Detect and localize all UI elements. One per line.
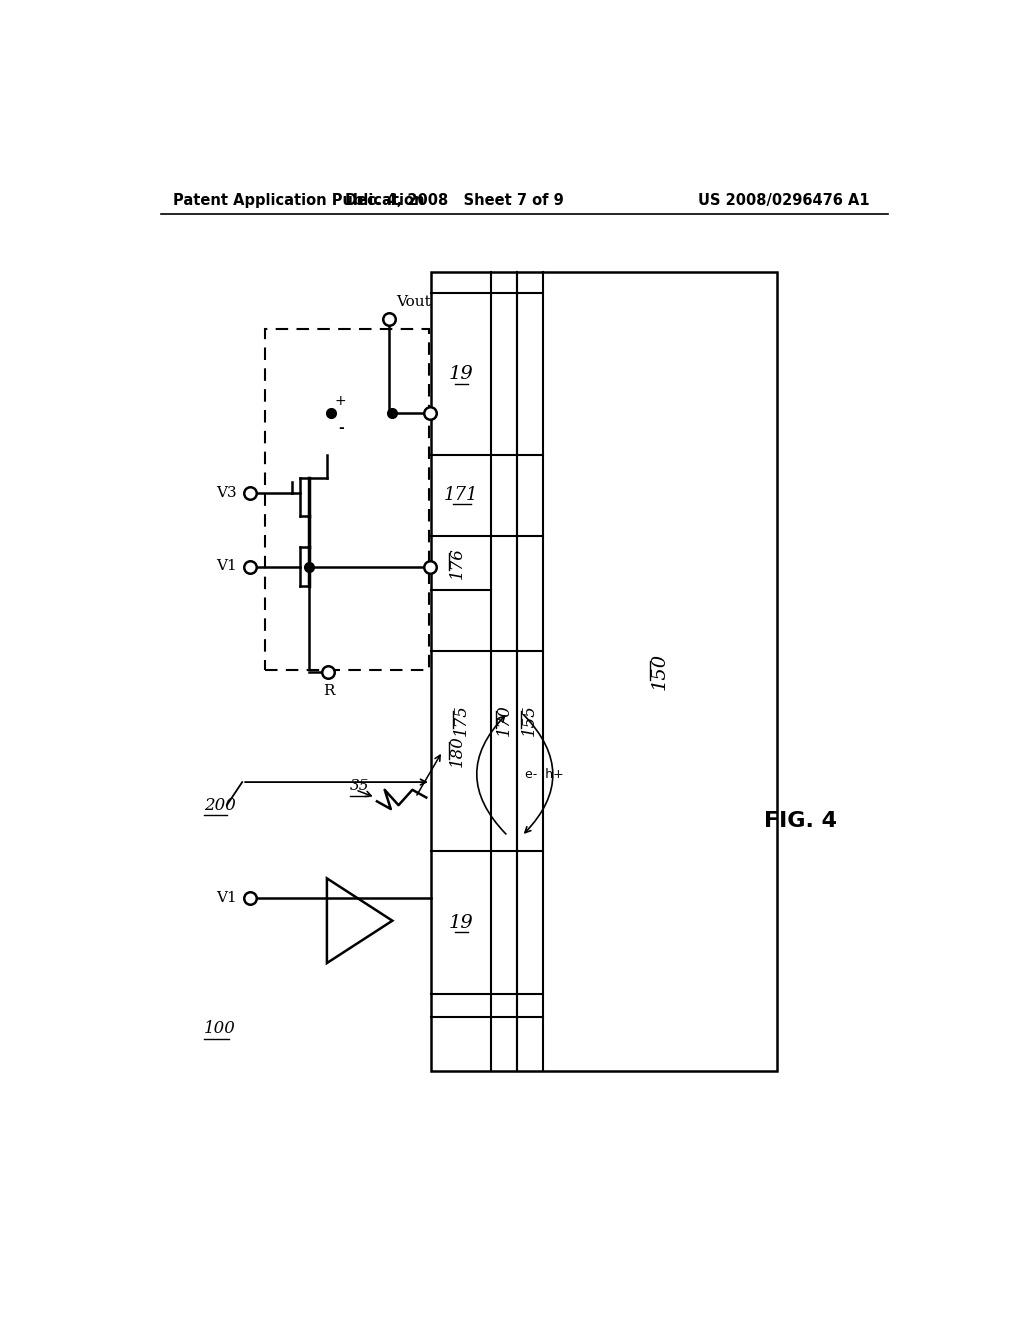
- Text: 100: 100: [204, 1020, 236, 1038]
- Text: 19: 19: [449, 366, 473, 383]
- Text: 175: 175: [453, 705, 469, 737]
- Text: V1: V1: [216, 560, 238, 573]
- Text: 35: 35: [350, 779, 370, 793]
- Text: 19: 19: [449, 913, 473, 932]
- Bar: [431, 272, 777, 1071]
- Text: +: +: [335, 393, 346, 408]
- Text: US 2008/0296476 A1: US 2008/0296476 A1: [698, 193, 869, 209]
- Text: 200: 200: [204, 797, 236, 813]
- Text: 155: 155: [521, 705, 539, 737]
- Text: 180: 180: [449, 735, 466, 767]
- Text: 150: 150: [651, 653, 669, 690]
- Bar: [265, 330, 429, 671]
- Text: R: R: [323, 684, 334, 698]
- Text: Dec. 4, 2008   Sheet 7 of 9: Dec. 4, 2008 Sheet 7 of 9: [345, 193, 563, 209]
- Text: Vout: Vout: [396, 294, 431, 309]
- Text: -: -: [338, 421, 344, 434]
- Text: 171: 171: [443, 486, 478, 504]
- Text: 176: 176: [449, 546, 466, 578]
- Text: V3: V3: [216, 486, 238, 500]
- Text: e-  h+: e- h+: [524, 768, 563, 781]
- Text: Patent Application Publication: Patent Application Publication: [173, 193, 424, 209]
- Text: FIG. 4: FIG. 4: [764, 810, 837, 830]
- Text: V1: V1: [216, 891, 238, 904]
- Text: 170: 170: [496, 705, 512, 737]
